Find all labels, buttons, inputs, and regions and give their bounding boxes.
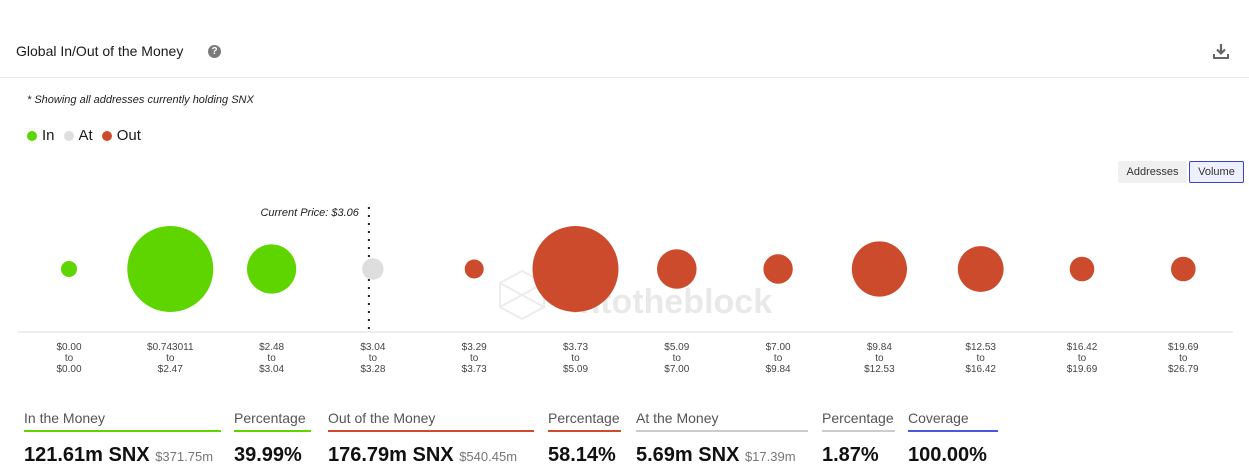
bubble-in (247, 244, 297, 294)
tick-label: $3.04 (360, 342, 385, 353)
tick-label: to (571, 353, 580, 364)
tick-label: $0.00 (56, 342, 81, 353)
tick-label: to (977, 353, 986, 364)
bubble-out (657, 249, 697, 289)
legend-label-out: Out (116, 127, 141, 144)
tick-label: $19.69 (1168, 342, 1199, 353)
tick-label: $3.73 (563, 342, 588, 353)
legend-label-in: In (42, 127, 55, 144)
legend-dot-out (101, 130, 112, 141)
legend-label-at: At (78, 127, 93, 144)
stat-label: In the Money (24, 410, 221, 432)
stat-value: 39.99% (234, 444, 302, 466)
stat-usd: $17.39m (744, 449, 796, 464)
tick-label: to (1078, 353, 1087, 364)
bubble-out (532, 226, 619, 312)
legend-dot-at (63, 130, 74, 141)
tick-label: $12.53 (864, 364, 895, 375)
bubble-out (1171, 256, 1196, 282)
tick-label: $16.42 (1067, 342, 1098, 353)
stat-label: Percentage (548, 410, 621, 432)
tick-label: to (673, 353, 682, 364)
legend-item-out[interactable]: Out (101, 127, 141, 144)
stats-row: In the Money 121.61m SNX $371.75m Percen… (0, 410, 1249, 476)
stat-out-percentage: Percentage 58.14% (548, 410, 621, 467)
bubble-out (763, 254, 793, 284)
tick-label: $5.09 (664, 342, 689, 353)
stat-usd: $371.75m (155, 449, 214, 464)
stat-label: Percentage (234, 410, 311, 432)
stat-at-the-money: At the Money 5.69m SNX $17.39m (636, 410, 808, 467)
tick-label: to (470, 353, 479, 364)
stat-value: 5.69m SNX $17.39m (636, 444, 808, 467)
bubble-out (464, 259, 484, 279)
stat-label: Percentage (822, 410, 895, 432)
legend: In At Out (27, 127, 150, 144)
tick-label: $12.53 (965, 342, 996, 353)
stat-label: Out of the Money (328, 410, 534, 432)
tick-label: $0.00 (56, 364, 81, 375)
tick-label: $7.00 (664, 364, 689, 375)
tick-label: to (774, 353, 783, 364)
tick-label: $16.42 (965, 364, 996, 375)
bubble-out (851, 241, 908, 297)
page-title: Global In/Out of the Money (16, 43, 184, 59)
tick-label: to (369, 353, 378, 364)
tick-label: $3.04 (259, 364, 284, 375)
tick-label: to (875, 353, 884, 364)
tick-label: $19.69 (1067, 364, 1098, 375)
tick-label: $2.48 (259, 342, 284, 353)
question-circle-icon[interactable]: ? (208, 45, 221, 58)
stat-value: 176.79m SNX $540.45m (328, 444, 534, 467)
tick-label: to (267, 353, 276, 364)
stat-value: 58.14% (548, 444, 616, 466)
stat-value: 1.87% (822, 444, 879, 466)
tick-label: $9.84 (867, 342, 892, 353)
tick-label: to (166, 353, 175, 364)
bubble-in (61, 261, 77, 277)
stat-in-percentage: Percentage 39.99% (234, 410, 311, 467)
bubble-out (957, 246, 1004, 292)
tick-label: to (1179, 353, 1188, 364)
legend-dot-in (27, 130, 37, 141)
tick-label: $3.29 (462, 342, 487, 353)
tick-label: $7.00 (766, 342, 791, 353)
tick-label: $3.73 (462, 364, 487, 375)
tick-label: $26.79 (1168, 364, 1199, 375)
stat-amount: 121.61m SNX (24, 444, 150, 466)
header: Global In/Out of the Money ? (0, 0, 1249, 78)
stat-amount: 176.79m SNX (328, 444, 454, 466)
stat-in-the-money: In the Money 121.61m SNX $371.75m (24, 410, 221, 467)
stat-value: 121.61m SNX $371.75m (24, 444, 221, 467)
stat-usd: $540.45m (459, 449, 518, 464)
stat-amount: 5.69m SNX (636, 444, 740, 466)
download-icon[interactable] (1212, 42, 1230, 60)
tick-label: $0.743011 (147, 342, 194, 353)
stat-label: At the Money (636, 410, 808, 432)
stat-out-of-the-money: Out of the Money 176.79m SNX $540.45m (328, 410, 534, 467)
tick-label: $3.28 (360, 364, 385, 375)
current-price-label: Current Price: $3.06 (260, 207, 359, 219)
volume-toggle[interactable]: Volume (1189, 161, 1244, 183)
holders-note: * Showing all addresses currently holdin… (27, 94, 254, 106)
bubble-at (362, 258, 384, 280)
bubble-in (127, 226, 214, 312)
addresses-toggle[interactable]: Addresses (1118, 161, 1187, 183)
tick-label: to (65, 353, 74, 364)
legend-item-in[interactable]: In (27, 127, 55, 144)
legend-item-at[interactable]: At (63, 127, 93, 144)
stat-at-percentage: Percentage 1.87% (822, 410, 895, 467)
tick-label: $5.09 (563, 364, 588, 375)
stat-coverage: Coverage 100.00% (908, 410, 998, 467)
bubble-out (1069, 256, 1095, 282)
tick-label: $9.84 (766, 364, 791, 375)
stat-value: 100.00% (908, 444, 987, 466)
stat-label: Coverage (908, 410, 998, 432)
tick-label: $2.47 (158, 364, 183, 375)
